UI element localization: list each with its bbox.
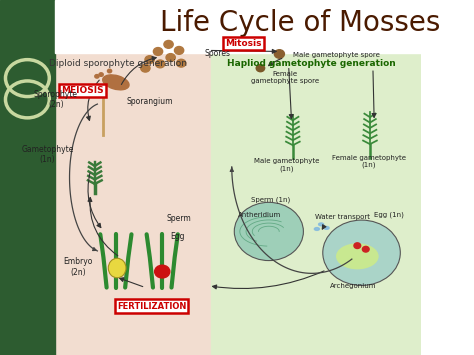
Text: Gametophyte
(1n): Gametophyte (1n)	[21, 145, 74, 164]
Circle shape	[363, 246, 369, 252]
Text: Sporophyte
(2n): Sporophyte (2n)	[34, 90, 78, 109]
Bar	[210, 53, 421, 355]
Text: Antheridium: Antheridium	[238, 212, 282, 218]
Bar	[55, 0, 421, 53]
Text: Male gametophyte
(1n): Male gametophyte (1n)	[254, 158, 319, 172]
Text: Female gametophyte
(1n): Female gametophyte (1n)	[332, 155, 406, 168]
Text: Egg: Egg	[171, 231, 185, 241]
Text: Hapliod gametophyte generation: Hapliod gametophyte generation	[228, 59, 396, 67]
Ellipse shape	[314, 228, 319, 230]
Circle shape	[354, 243, 361, 248]
Circle shape	[164, 40, 173, 48]
Text: Sperm: Sperm	[166, 214, 191, 223]
Text: Life Cycle of Mosses: Life Cycle of Mosses	[160, 9, 440, 37]
Text: Sporangium: Sporangium	[127, 97, 173, 106]
Text: Archegonium: Archegonium	[330, 283, 376, 289]
Text: FERTILIZATION: FERTILIZATION	[117, 301, 186, 311]
Text: Egg (1n): Egg (1n)	[374, 212, 404, 218]
Circle shape	[145, 56, 154, 64]
Circle shape	[141, 64, 150, 72]
Circle shape	[274, 50, 284, 58]
Ellipse shape	[336, 243, 379, 269]
Text: Male gametophyte spore: Male gametophyte spore	[293, 52, 380, 58]
Text: MEIOSIS: MEIOSIS	[61, 86, 104, 95]
Circle shape	[154, 48, 163, 55]
Text: Diploid sporophyte generation: Diploid sporophyte generation	[49, 59, 187, 67]
Bar	[0, 0, 55, 355]
Text: Spores: Spores	[204, 49, 230, 59]
Circle shape	[174, 47, 184, 54]
Bar	[55, 53, 210, 355]
Circle shape	[256, 65, 264, 72]
Circle shape	[99, 73, 103, 76]
Ellipse shape	[108, 258, 126, 278]
Text: Embryo
(2n): Embryo (2n)	[64, 257, 93, 277]
Circle shape	[95, 75, 99, 78]
Text: Mitosis: Mitosis	[226, 39, 262, 48]
Circle shape	[155, 60, 165, 68]
Ellipse shape	[103, 75, 129, 90]
Circle shape	[155, 265, 170, 278]
Circle shape	[323, 220, 401, 285]
Circle shape	[166, 54, 175, 61]
Ellipse shape	[319, 223, 324, 226]
Ellipse shape	[324, 226, 329, 229]
Text: Female
gametophyte spore: Female gametophyte spore	[251, 71, 319, 84]
Text: Sperm (1n): Sperm (1n)	[251, 196, 290, 203]
Circle shape	[108, 69, 112, 73]
Circle shape	[176, 59, 186, 67]
Text: Water transport: Water transport	[315, 214, 370, 220]
Circle shape	[234, 202, 303, 261]
